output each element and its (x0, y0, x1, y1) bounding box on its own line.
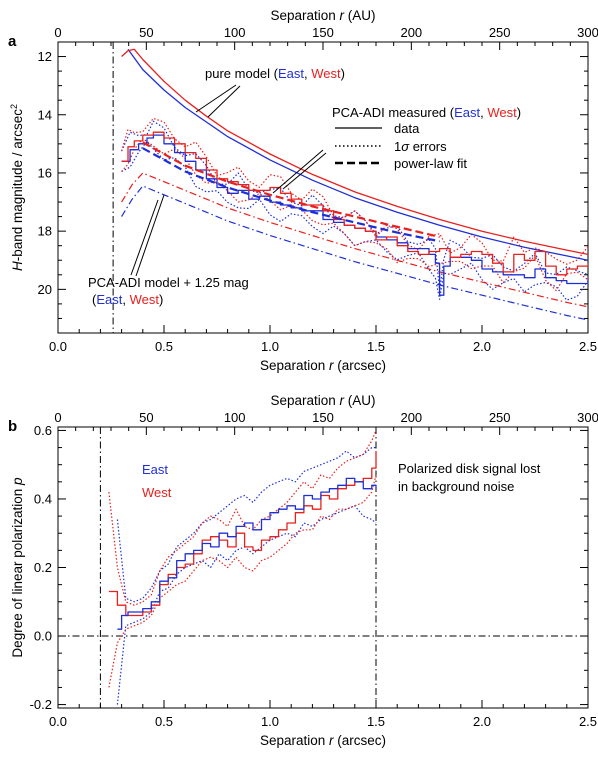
series-model-east (121, 185, 588, 321)
series-west-upper (108, 430, 377, 606)
pointer-pure-west (207, 85, 241, 118)
x2-tick-label: 0 (54, 25, 61, 40)
x2-tick-label: 100 (224, 410, 246, 425)
x-tick-label: 1.5 (367, 339, 385, 354)
series-pure-model-west (121, 48, 588, 256)
series-east (117, 477, 377, 630)
pointer-model-east (130, 199, 159, 276)
pointer-model-west (135, 194, 165, 277)
legend-east: East (142, 462, 168, 477)
x-tick-label: 2.0 (473, 339, 491, 354)
y-tick-label: 20 (38, 282, 52, 297)
legend-label-errors: 1σ errors (394, 139, 447, 154)
y-tick-label: 0.0 (34, 629, 52, 644)
x2-tick-label: 150 (312, 410, 334, 425)
x2-tick-label: 50 (139, 410, 153, 425)
y-tick-label: 18 (38, 224, 52, 239)
x-tick-label: 0.5 (155, 339, 173, 354)
x2-tick-label: 0 (54, 410, 61, 425)
y-tick-label: 12 (38, 49, 52, 64)
x2-tick-label: 300 (577, 25, 598, 40)
x-axis-label: Separation r (arcsec) (260, 733, 386, 748)
annotation-pure-model: pure model (East, West) (205, 66, 345, 81)
legend-label-fit: power-law fit (394, 156, 467, 171)
series-measured-east (121, 134, 588, 296)
panel-label: b (8, 418, 17, 435)
x2-tick-label: 150 (312, 25, 334, 40)
y-tick-label: 14 (38, 107, 52, 122)
annotation-measured: PCA-ADI measured (East, West) (332, 105, 521, 120)
legend-west: West (142, 485, 172, 500)
y-axis-label: H-band magnitude / arcsec2 (9, 104, 25, 271)
series-fit-west (142, 141, 440, 239)
x-tick-label: 2.0 (473, 714, 491, 729)
y-tick-label: 0.2 (34, 560, 52, 575)
series-fit-east (142, 147, 440, 243)
x-tick-label: 1.0 (261, 714, 279, 729)
series-measured-east-lower (121, 140, 588, 301)
series-measured-west (121, 131, 588, 276)
y-tick-label: -0.2 (30, 697, 52, 712)
x-tick-label: 2.5 (579, 339, 597, 354)
x2-axis-label: Separation r (AU) (270, 393, 375, 408)
series-measured-west-lower (121, 138, 588, 292)
series-model-west (121, 172, 588, 308)
series-east-upper (116, 447, 376, 603)
annotation-noise-line1: Polarized disk signal lost (398, 461, 541, 476)
x2-tick-label: 200 (400, 25, 422, 40)
legend-label-data: data (394, 121, 420, 136)
x-tick-label: 0.0 (49, 339, 67, 354)
x2-tick-label: 250 (489, 410, 511, 425)
pointer-measured-west (282, 152, 327, 190)
annotation-model-line1: PCA-ADI model + 1.25 mag (88, 275, 249, 290)
x-tick-label: 0.5 (155, 714, 173, 729)
annotation-model-line2: (East, West) (92, 292, 163, 307)
y-tick-label: 0.4 (34, 491, 52, 506)
x-tick-label: 2.5 (579, 714, 597, 729)
x2-tick-label: 100 (224, 25, 246, 40)
x-tick-label: 1.5 (367, 714, 385, 729)
x2-tick-label: 200 (400, 410, 422, 425)
y-tick-label: 16 (38, 165, 52, 180)
series-pure-model-east (127, 48, 588, 261)
x2-tick-label: 300 (577, 410, 598, 425)
x2-tick-label: 50 (139, 25, 153, 40)
x-axis-label: Separation r (arcsec) (260, 358, 386, 373)
x-tick-label: 1.0 (261, 339, 279, 354)
x2-tick-label: 250 (489, 25, 511, 40)
annotation-noise-line2: in background noise (398, 479, 514, 494)
pointer-pure-east (195, 84, 237, 113)
y-axis-label: Degree of linear polarization p (10, 477, 25, 658)
series-west-lower (108, 474, 377, 688)
x-tick-label: 0.0 (49, 714, 67, 729)
pointer-measured-east (272, 149, 324, 194)
series-measured-west-upper (121, 117, 588, 265)
x2-axis-label: Separation r (AU) (270, 8, 375, 23)
panel-label: a (8, 33, 17, 50)
y-tick-label: 0.6 (34, 423, 52, 438)
